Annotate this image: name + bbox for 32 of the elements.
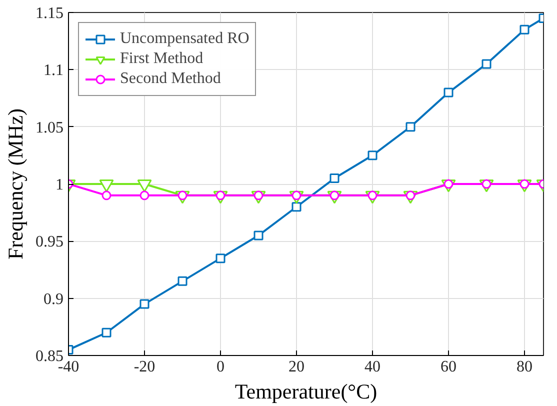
- x-axis-title: Temperature(°C): [234, 380, 378, 404]
- point: [368, 150, 378, 160]
- legend-label: Uncompensated RO: [120, 30, 250, 48]
- y-tick-label: 0.9: [44, 290, 64, 308]
- point: [292, 202, 302, 212]
- point: [330, 174, 340, 184]
- x-tick-label: -20: [134, 358, 156, 376]
- y-tick-label: 1: [56, 176, 64, 194]
- y-axis-title: Frequency (MHz): [4, 108, 28, 260]
- point: [178, 276, 188, 286]
- y-tick-label: 1.15: [36, 5, 64, 22]
- legend-label: Second Method: [120, 70, 221, 88]
- x-tick-label: 0: [216, 358, 224, 376]
- x-tick-label: 20: [288, 358, 304, 376]
- point: [482, 59, 492, 69]
- y-tick-label: 0.85: [36, 348, 64, 365]
- point: [406, 122, 416, 132]
- point: [444, 88, 454, 98]
- point: [254, 230, 264, 240]
- x-tick-label: 40: [364, 358, 380, 376]
- point: [102, 190, 112, 200]
- x-tick-label: 80: [516, 358, 532, 376]
- point: [216, 254, 226, 264]
- y-tick-label: 0.95: [36, 234, 64, 251]
- legend-label: First Method: [120, 50, 204, 68]
- point: [102, 328, 112, 338]
- point: [140, 190, 150, 200]
- point: [140, 299, 150, 309]
- point: [520, 24, 530, 34]
- x-tick-label: 60: [440, 358, 456, 376]
- y-tick-label: 1.05: [36, 119, 64, 136]
- y-tick-label: 1.1: [44, 62, 64, 80]
